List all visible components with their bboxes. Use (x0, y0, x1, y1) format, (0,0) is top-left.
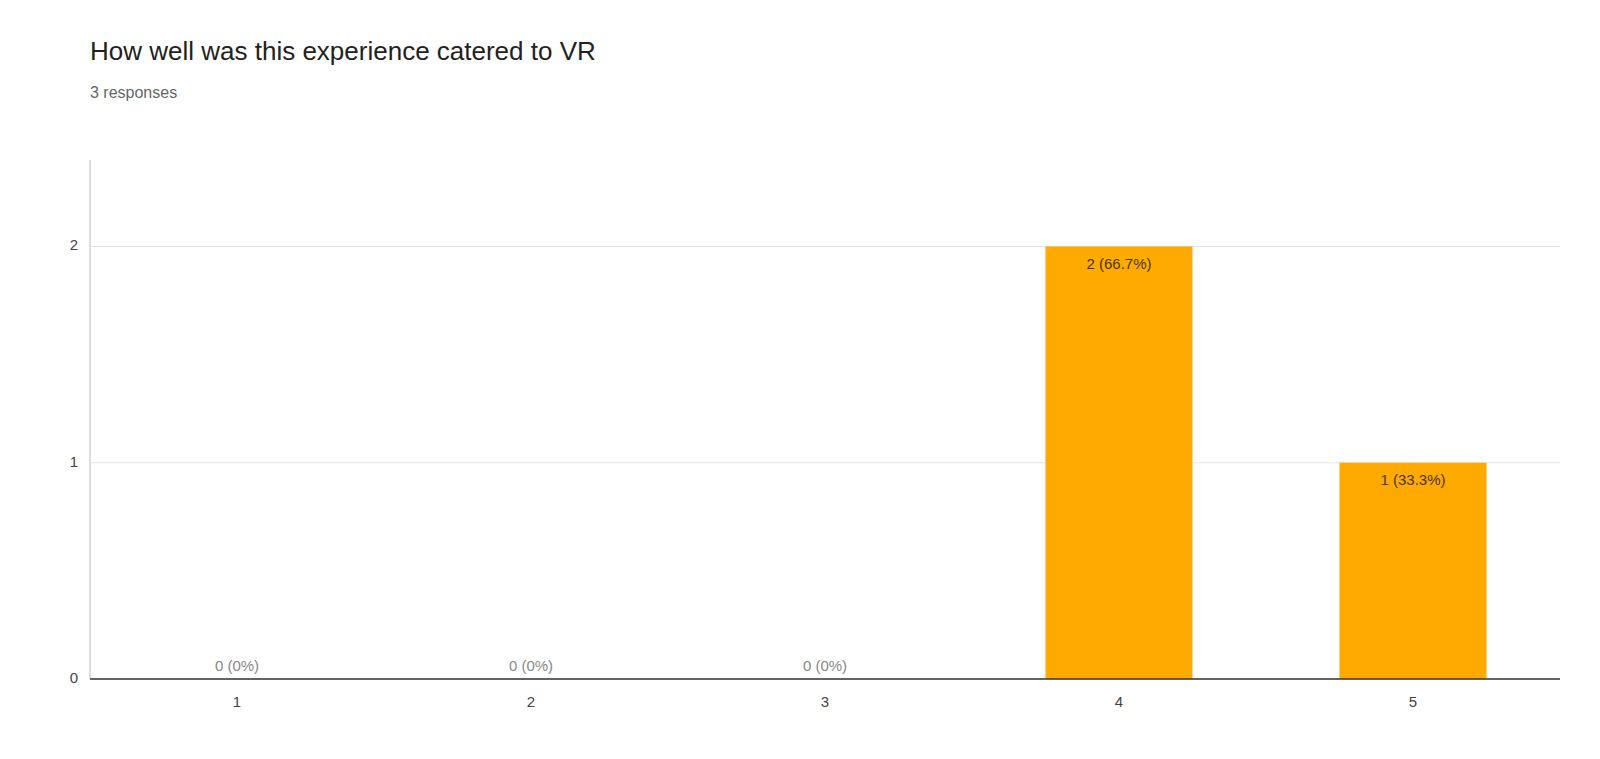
x-tick-label: 3 (821, 693, 829, 710)
chart-container: How well was this experience catered to … (0, 0, 1600, 759)
data-label: 0 (0%) (509, 657, 553, 674)
grid (90, 247, 1560, 680)
x-tick-label: 2 (527, 693, 535, 710)
y-tick-label: 2 (70, 236, 78, 253)
data-label: 0 (0%) (215, 657, 259, 674)
y-tick-label: 0 (70, 669, 78, 686)
x-tick-label: 4 (1115, 693, 1123, 710)
bar (1340, 463, 1487, 679)
x-tick-label: 5 (1409, 693, 1417, 710)
bar (1046, 247, 1193, 680)
title: How well was this experience catered to … (90, 36, 596, 66)
y-tick-label: 1 (70, 453, 78, 470)
chart-svg: How well was this experience catered to … (0, 0, 1600, 759)
data-label: 0 (0%) (803, 657, 847, 674)
subtitle: 3 responses (90, 84, 177, 101)
data-labels: 0 (0%) 0 (0%) 0 (0%) 2 (66.7%) 1 (33.3%) (215, 255, 1446, 675)
x-axis-line (90, 678, 1560, 680)
bars (1046, 247, 1487, 680)
grid-line (90, 679, 1560, 680)
data-label: 1 (33.3%) (1380, 471, 1445, 488)
y-axis-line (90, 160, 91, 679)
data-label: 2 (66.7%) (1086, 255, 1151, 272)
grid-line (90, 246, 1560, 247)
x-tick-label: 1 (233, 693, 241, 710)
